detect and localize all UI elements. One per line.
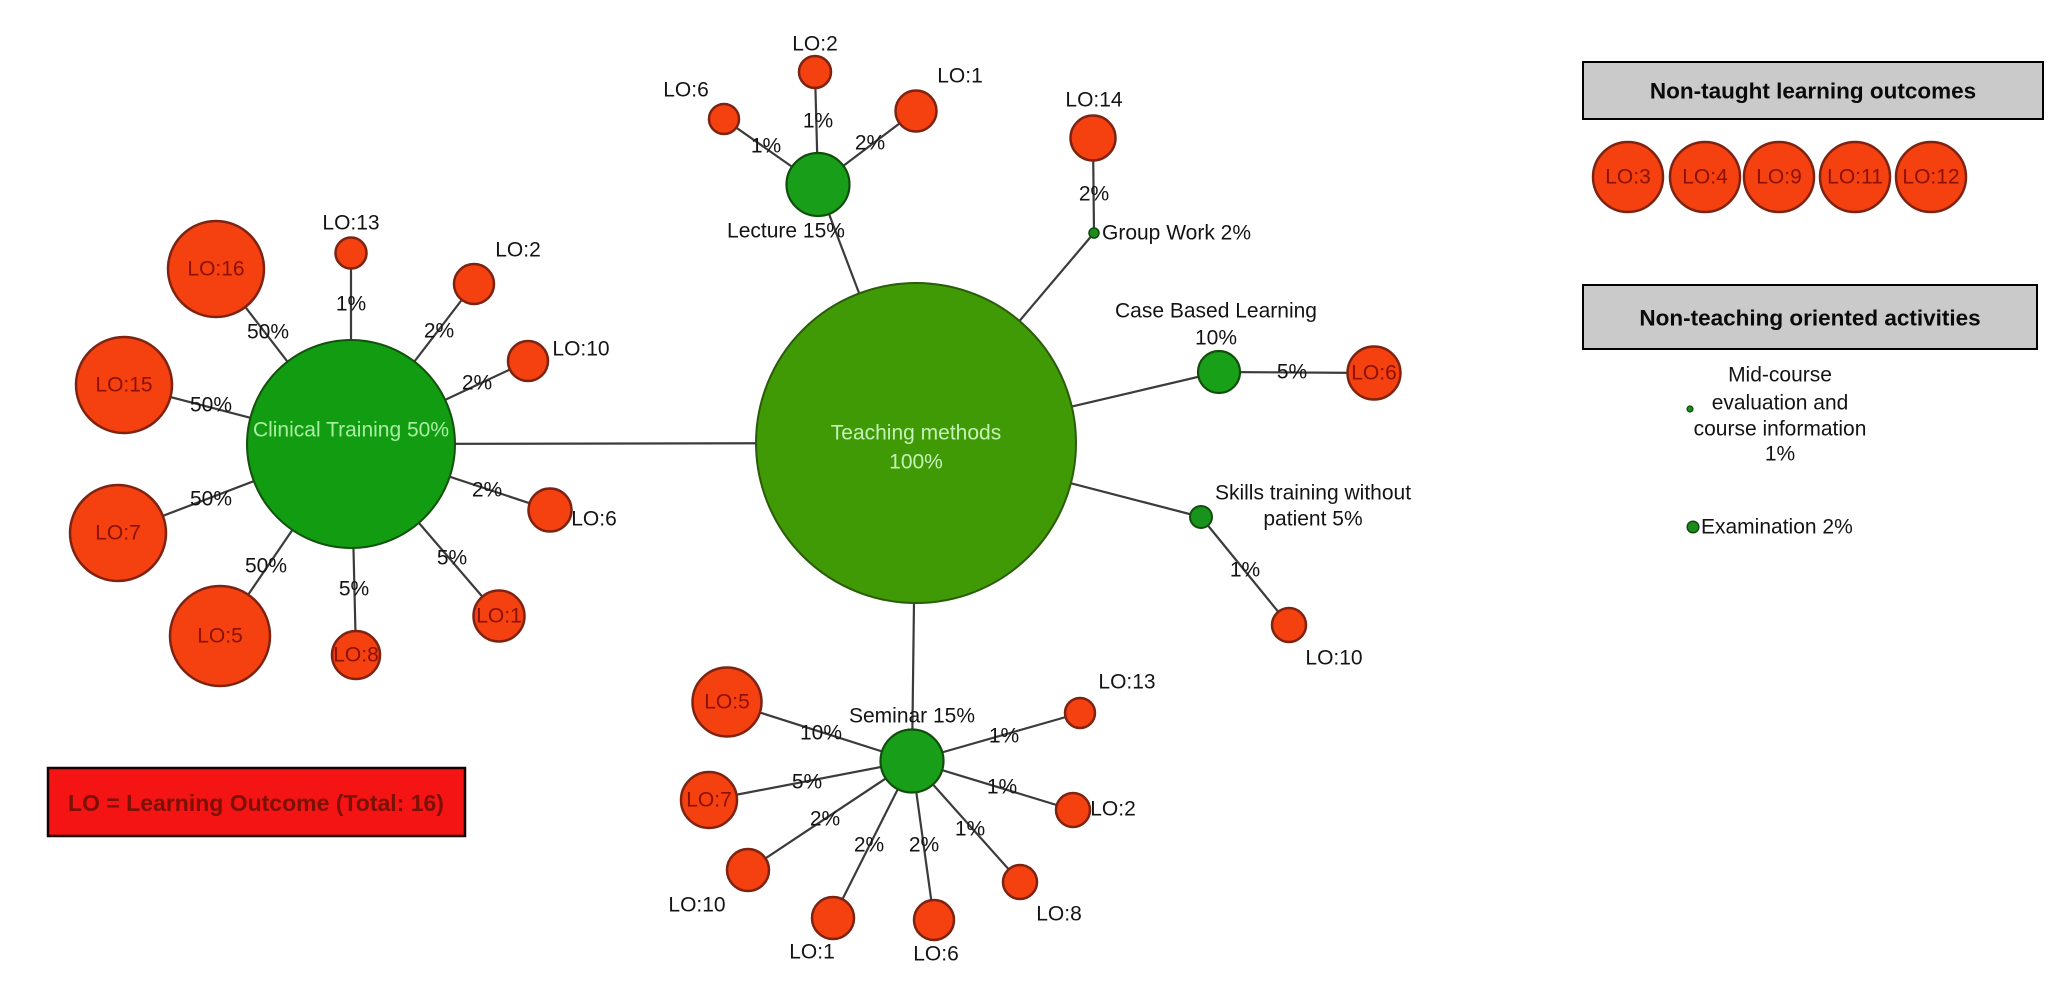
svg-text:LO:13: LO:13 (322, 212, 379, 235)
svg-text:LO:1: LO:1 (476, 605, 522, 628)
svg-text:1%: 1% (1230, 559, 1260, 582)
svg-text:2%: 2% (1079, 183, 1109, 206)
svg-text:5%: 5% (1277, 361, 1307, 384)
svg-text:5%: 5% (792, 771, 822, 794)
svg-text:LO:4: LO:4 (1682, 166, 1728, 189)
svg-text:LO:11: LO:11 (1827, 166, 1883, 189)
svg-text:50%: 50% (190, 394, 232, 417)
svg-text:LO:10: LO:10 (552, 338, 609, 361)
svg-text:Mid-course: Mid-course (1728, 364, 1832, 387)
svg-text:LO:2: LO:2 (792, 33, 838, 56)
svg-text:2%: 2% (472, 479, 502, 502)
svg-text:LO:8: LO:8 (1036, 903, 1082, 926)
svg-text:50%: 50% (247, 321, 289, 344)
svg-text:evaluation and: evaluation and (1712, 392, 1849, 415)
svg-text:LO:6: LO:6 (663, 79, 709, 102)
svg-text:LO:1: LO:1 (789, 941, 835, 964)
svg-text:LO:9: LO:9 (1756, 166, 1802, 189)
svg-text:2%: 2% (909, 834, 939, 857)
svg-text:LO:3: LO:3 (1605, 166, 1651, 189)
svg-text:LO:6: LO:6 (571, 508, 617, 531)
svg-text:1%: 1% (336, 293, 366, 316)
svg-text:Lecture 15%: Lecture 15% (727, 220, 845, 243)
svg-text:2%: 2% (810, 808, 840, 831)
svg-text:LO:10: LO:10 (1305, 647, 1362, 670)
svg-text:Non-teaching oriented activiti: Non-teaching oriented activities (1639, 306, 1980, 331)
svg-text:LO:6: LO:6 (1351, 362, 1397, 385)
svg-text:LO:6: LO:6 (913, 943, 959, 966)
svg-text:1%: 1% (751, 135, 781, 158)
svg-text:LO:7: LO:7 (95, 522, 141, 545)
svg-text:1%: 1% (1765, 443, 1795, 466)
svg-text:LO:16: LO:16 (187, 258, 244, 281)
svg-text:Case Based Learning: Case Based Learning (1115, 300, 1317, 323)
svg-text:5%: 5% (339, 578, 369, 601)
svg-text:LO = Learning Outcome (Total:: LO = Learning Outcome (Total: 16) (68, 790, 444, 816)
svg-text:1%: 1% (955, 818, 985, 841)
svg-text:10%: 10% (800, 722, 842, 745)
svg-text:2%: 2% (424, 320, 454, 343)
svg-text:LO:2: LO:2 (1090, 798, 1136, 821)
svg-text:1%: 1% (987, 776, 1017, 799)
svg-text:100%: 100% (889, 451, 943, 474)
svg-text:1%: 1% (803, 110, 833, 133)
svg-text:LO:15: LO:15 (95, 374, 152, 397)
svg-text:Group Work 2%: Group Work 2% (1102, 222, 1251, 245)
svg-text:2%: 2% (854, 834, 884, 857)
svg-text:Clinical Training 50%: Clinical Training 50% (253, 419, 449, 442)
svg-text:Teaching methods: Teaching methods (831, 422, 1001, 445)
svg-text:LO:8: LO:8 (333, 644, 379, 667)
svg-text:50%: 50% (245, 555, 287, 578)
svg-text:LO:1: LO:1 (937, 65, 983, 88)
svg-text:LO:14: LO:14 (1065, 89, 1123, 112)
svg-text:LO:5: LO:5 (704, 691, 750, 714)
svg-text:LO:12: LO:12 (1902, 166, 1959, 189)
svg-text:10%: 10% (1195, 327, 1237, 350)
svg-text:Examination 2%: Examination 2% (1701, 516, 1853, 539)
svg-text:LO:13: LO:13 (1098, 671, 1155, 694)
svg-text:course information: course information (1694, 418, 1867, 441)
svg-text:5%: 5% (437, 547, 467, 570)
svg-text:LO:10: LO:10 (668, 894, 725, 917)
svg-text:LO:7: LO:7 (686, 789, 732, 812)
svg-text:Seminar 15%: Seminar 15% (849, 705, 975, 728)
svg-text:2%: 2% (462, 372, 492, 395)
svg-text:1%: 1% (989, 725, 1019, 748)
svg-text:patient 5%: patient 5% (1263, 508, 1362, 531)
svg-text:Skills training without: Skills training without (1215, 482, 1411, 505)
svg-text:2%: 2% (855, 132, 885, 155)
svg-text:50%: 50% (190, 488, 232, 511)
svg-text:Non-taught learning outcomes: Non-taught learning outcomes (1650, 79, 1976, 104)
svg-text:LO:5: LO:5 (197, 625, 243, 648)
svg-text:LO:2: LO:2 (495, 239, 541, 262)
